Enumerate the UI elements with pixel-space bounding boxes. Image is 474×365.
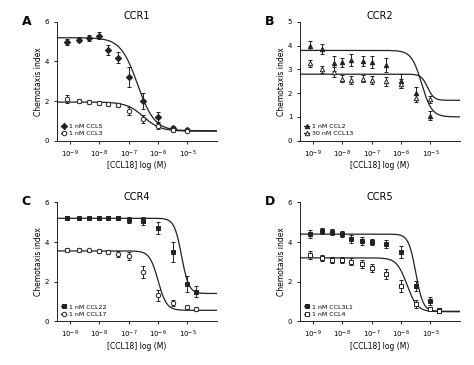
X-axis label: [CCL18] log (M): [CCL18] log (M) [350, 161, 410, 170]
Text: B: B [264, 15, 274, 28]
Y-axis label: Chemotaxis index: Chemotaxis index [34, 227, 43, 296]
Text: A: A [22, 15, 31, 28]
Text: D: D [264, 195, 275, 208]
Y-axis label: Chemotaxis index: Chemotaxis index [277, 227, 286, 296]
Legend: 1 nM CCL2, 30 nM CCL13: 1 nM CCL2, 30 nM CCL13 [303, 122, 355, 138]
Title: CCR1: CCR1 [124, 11, 150, 21]
Title: CCR5: CCR5 [366, 192, 393, 201]
Legend: 1 nM CCL5, 1 nM CCL3: 1 nM CCL5, 1 nM CCL3 [60, 122, 103, 138]
Title: CCR2: CCR2 [366, 11, 393, 21]
Legend: 1 nM CCL3L1, 1 nM CCL4: 1 nM CCL3L1, 1 nM CCL4 [303, 303, 354, 318]
X-axis label: [CCL18] log (M): [CCL18] log (M) [107, 342, 166, 350]
Y-axis label: Chemotaxis index: Chemotaxis index [277, 47, 286, 116]
Text: C: C [22, 195, 31, 208]
X-axis label: [CCL18] log (M): [CCL18] log (M) [350, 342, 410, 350]
Title: CCR4: CCR4 [124, 192, 150, 201]
X-axis label: [CCL18] log (M): [CCL18] log (M) [107, 161, 166, 170]
Y-axis label: Chemotaxis index: Chemotaxis index [34, 47, 43, 116]
Legend: 1 nM CCL22, 1 nM CCL17: 1 nM CCL22, 1 nM CCL17 [60, 303, 108, 318]
